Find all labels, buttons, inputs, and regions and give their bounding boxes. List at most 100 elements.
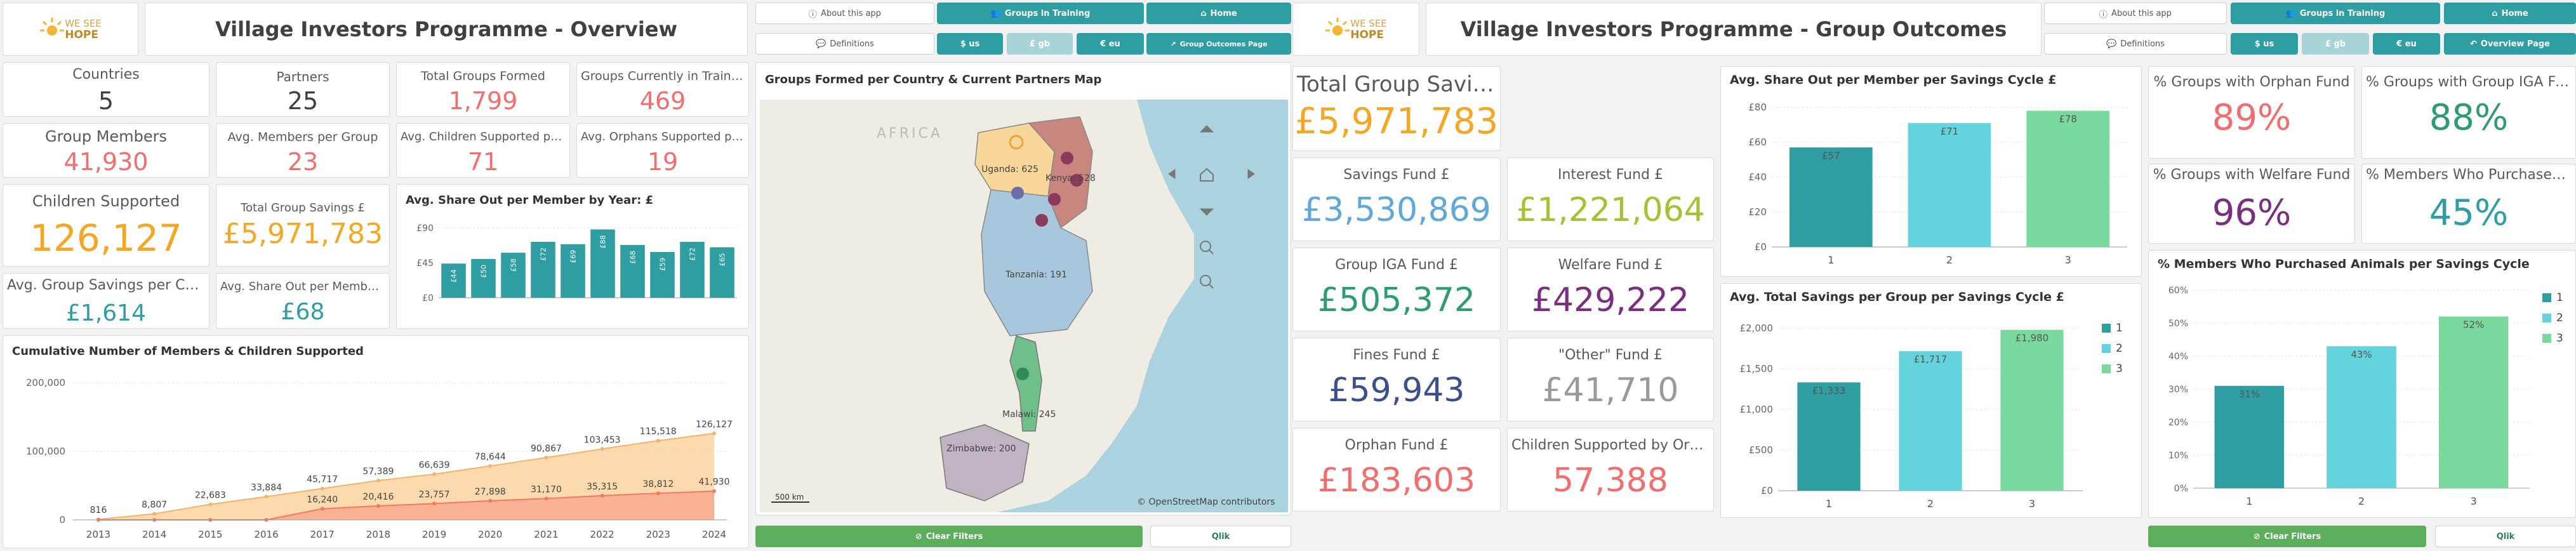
pan-left-icon[interactable]: [1168, 169, 1176, 179]
partner-marker[interactable]: [1035, 214, 1048, 227]
kpi-groups-in-training[interactable]: Groups Currently in Training 469: [576, 62, 749, 117]
legend-item[interactable]: 3: [2102, 362, 2123, 375]
kpi-welfare-fund[interactable]: Welfare Fund £ £429,222: [1507, 248, 1714, 331]
pan-right-icon[interactable]: [1247, 169, 1255, 179]
clear-filters-button[interactable]: ⊘ Clear Filters: [2148, 526, 2426, 547]
group-outcomes-page-button[interactable]: ↗ Group Outcomes Page: [1146, 33, 1291, 55]
home-view-icon[interactable]: [1200, 168, 1214, 182]
kpi-children-supported[interactable]: Children Supported 126,127: [3, 184, 209, 267]
legend-swatch: [2542, 334, 2551, 343]
share-out-by-year-chart[interactable]: Avg. Share Out per Member by Year: £ £90…: [396, 184, 749, 329]
bar: [2214, 385, 2285, 488]
kpi-savings-fund[interactable]: Savings Fund £ £3,530,869: [1292, 157, 1501, 241]
pan-up-icon[interactable]: [1199, 125, 1214, 133]
currency-usd-button[interactable]: $ us: [2231, 33, 2298, 55]
kpi-fines-fund[interactable]: Fines Fund £ £59,943: [1292, 338, 1501, 422]
kpi-avg-group-savings-cycle[interactable]: Avg. Group Savings per Cycle £ £1,614: [3, 273, 209, 329]
kpi-pct-welfare-fund[interactable]: % Groups with Welfare Fund 96%: [2148, 164, 2355, 244]
qlik-button[interactable]: Qlik: [1150, 526, 1291, 547]
savings-cycle-chart[interactable]: Avg. Total Savings per Group per Savings…: [1720, 283, 2142, 518]
kpi-total-group-savings[interactable]: Total Group Savings £ £5,971,783: [216, 184, 390, 267]
currency-eur-button[interactable]: € eu: [1077, 33, 1144, 55]
legend-item[interactable]: 1: [2542, 291, 2563, 304]
legend-item[interactable]: 3: [2542, 332, 2563, 345]
map-nav-controls[interactable]: [1168, 125, 1255, 289]
kpi-total-group-savings[interactable]: Total Group Savings £ £5,971,783: [1292, 66, 1501, 151]
bar-value-label: 31%: [2239, 388, 2260, 400]
kpi-avg-children[interactable]: Avg. Children Supported per G... 71: [396, 123, 570, 178]
kpi-label: Total Groups Formed: [421, 69, 545, 83]
kpi-pct-orphan-fund[interactable]: % Groups with Orphan Fund 89%: [2148, 66, 2355, 159]
groups-in-training-button[interactable]: 👥 Groups in Training: [937, 3, 1144, 24]
bar-value-label: £69: [569, 250, 578, 263]
kpi-children-orphan-fund[interactable]: Children Supported by Orpha... 57,388: [1507, 428, 1714, 512]
definitions-button[interactable]: 💬 Definitions: [2044, 33, 2227, 55]
about-app-button[interactable]: ⓘ About this app: [755, 3, 934, 24]
pan-down-icon[interactable]: [1199, 208, 1214, 216]
legend-item[interactable]: 2: [2542, 312, 2563, 324]
clear-filters-button[interactable]: ⊘ Clear Filters: [755, 526, 1143, 547]
legend-swatch: [2102, 364, 2111, 373]
kpi-group-iga-fund[interactable]: Group IGA Fund £ £505,372: [1292, 248, 1501, 331]
currency-eur-button[interactable]: € eu: [2373, 33, 2440, 55]
scale-label: 500 km: [775, 493, 804, 501]
groups-in-training-button[interactable]: 👥 Groups in Training: [2231, 3, 2440, 24]
home-button[interactable]: ⌂ Home: [1146, 3, 1291, 24]
kpi-other-fund[interactable]: "Other" Fund £ £41,710: [1507, 338, 1714, 422]
about-app-button[interactable]: ⓘ About this app: [2044, 3, 2227, 24]
partner-marker[interactable]: [1009, 135, 1024, 150]
page-title-text: Village Investors Programme - Group Outc…: [1460, 17, 2007, 41]
cumulative-chart[interactable]: Cumulative Number of Members & Children …: [3, 335, 749, 548]
partner-marker[interactable]: [1016, 368, 1029, 380]
members-point: [320, 507, 324, 511]
chat-icon: 💬: [816, 39, 827, 49]
kpi-partners[interactable]: Partners 25: [216, 62, 390, 117]
kpi-value: 41,930: [63, 148, 149, 176]
partner-marker[interactable]: [1061, 152, 1073, 164]
zoom-in-icon[interactable]: [1200, 241, 1211, 252]
kpi-orphan-fund[interactable]: Orphan Fund £ £183,603: [1292, 428, 1501, 512]
zoom-out-icon[interactable]: [1200, 275, 1211, 286]
partner-marker[interactable]: [1011, 187, 1024, 199]
legend-label: 2: [2116, 342, 2123, 355]
groups-map[interactable]: Groups Formed per Country & Current Part…: [755, 62, 1291, 515]
info-icon: ⓘ: [809, 10, 818, 20]
x-tick-label: 2020: [478, 529, 502, 540]
kpi-avg-orphans[interactable]: Avg. Orphans Supported per G... 19: [576, 123, 749, 178]
kpi-value: £59,943: [1328, 371, 1465, 409]
kenya-region[interactable]: [1028, 116, 1093, 229]
home-button[interactable]: ⌂ Home: [2444, 3, 2576, 24]
kpi-total-groups-formed[interactable]: Total Groups Formed 1,799: [396, 62, 570, 117]
kpi-avg-members[interactable]: Avg. Members per Group 23: [216, 123, 390, 178]
currency-gbp-button[interactable]: £ gb: [1007, 33, 1073, 55]
legend-item[interactable]: 1: [2102, 322, 2123, 335]
partner-marker[interactable]: [1070, 174, 1083, 187]
kpi-avg-share-out-member[interactable]: Avg. Share Out per Member £ £68: [216, 273, 390, 329]
legend-label: 2: [2556, 312, 2563, 324]
currency-usd-button[interactable]: $ us: [937, 33, 1003, 55]
tanzania-region[interactable]: [981, 189, 1093, 336]
x-tick-label: 2017: [310, 529, 335, 540]
zimbabwe-region[interactable]: [939, 424, 1030, 501]
bar: [1789, 147, 1873, 247]
gbp-label: £ gb: [1029, 39, 1051, 49]
partner-marker[interactable]: [1048, 193, 1061, 206]
sun-logo-icon: [1325, 18, 1350, 36]
overview-page-button[interactable]: ↶ Overview Page: [2444, 33, 2576, 55]
qlik-button[interactable]: Qlik: [2435, 526, 2576, 547]
currency-gbp-button[interactable]: £ gb: [2302, 33, 2369, 55]
kpi-interest-fund[interactable]: Interest Fund £ £1,221,064: [1507, 157, 1714, 241]
malawi-region[interactable]: [1009, 335, 1042, 432]
kpi-pct-group-iga[interactable]: % Groups with Group IGA Fund 88%: [2361, 66, 2576, 159]
map-canvas[interactable]: AFRICA Uganda: 625 Kenya: 528 Tanzania: …: [756, 63, 1291, 515]
kpi-countries[interactable]: Countries 5: [3, 62, 209, 117]
kpi-group-members[interactable]: Group Members 41,930: [3, 123, 209, 178]
kpi-pct-animals[interactable]: % Members Who Purchased A... 45%: [2361, 164, 2576, 244]
about-label: About this app: [2111, 8, 2172, 18]
share-out-cycle-chart[interactable]: Avg. Share Out per Member per Savings Cy…: [1720, 66, 2142, 277]
definitions-button[interactable]: 💬 Definitions: [755, 33, 934, 55]
kpi-value: £429,222: [1531, 281, 1690, 319]
kpi-label: "Other" Fund £: [1558, 347, 1663, 363]
animals-cycle-chart[interactable]: % Members Who Purchased Animals per Savi…: [2148, 250, 2576, 518]
legend-item[interactable]: 2: [2102, 342, 2123, 355]
